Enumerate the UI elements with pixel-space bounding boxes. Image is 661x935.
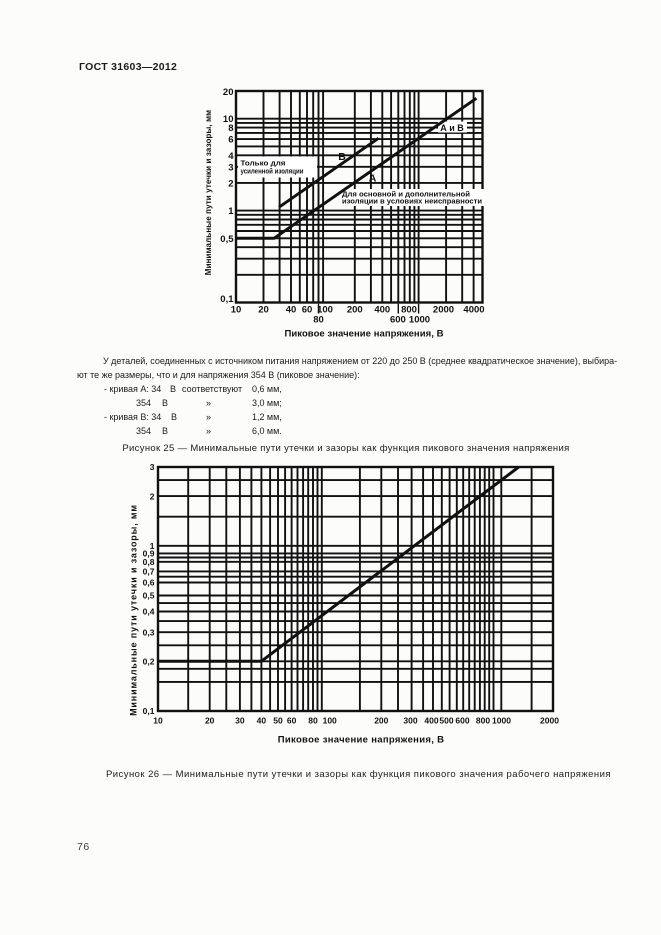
svg-text:800: 800: [401, 305, 417, 316]
svg-text:10: 10: [153, 716, 163, 726]
svg-text:0,4: 0,4: [143, 607, 155, 617]
svg-text:1000: 1000: [409, 315, 430, 326]
svg-text:10: 10: [231, 305, 242, 316]
svg-text:20: 20: [223, 87, 234, 98]
svg-text:200: 200: [347, 305, 363, 316]
svg-text:Минимальные пути утечки и зазо: Минимальные пути утечки и зазоры, мм: [204, 110, 213, 275]
svg-text:0,5: 0,5: [143, 591, 155, 601]
svg-text:Только для: Только для: [241, 159, 286, 168]
svg-text:200: 200: [374, 716, 388, 726]
svg-text:80: 80: [308, 716, 318, 726]
svg-text:Пиковое значение напряжения, В: Пиковое значение напряжения, В: [278, 735, 444, 746]
svg-text:изоляции в условиях неисправно: изоляции в условиях неисправности: [342, 197, 482, 206]
svg-text:0,3: 0,3: [143, 627, 155, 637]
svg-text:500: 500: [439, 716, 453, 726]
svg-text:80: 80: [313, 315, 324, 326]
svg-text:10: 10: [223, 114, 234, 125]
svg-text:1: 1: [228, 206, 234, 217]
svg-text:40: 40: [257, 716, 267, 726]
svg-text:2: 2: [228, 178, 233, 189]
svg-text:А и В: А и В: [440, 123, 464, 133]
svg-text:усиленной изоляции: усиленной изоляции: [241, 167, 304, 176]
svg-text:1: 1: [150, 541, 155, 551]
svg-text:400: 400: [374, 305, 390, 316]
svg-text:А: А: [369, 173, 377, 185]
svg-text:100: 100: [323, 716, 337, 726]
svg-text:100: 100: [317, 305, 333, 316]
svg-text:0,2: 0,2: [143, 657, 155, 667]
svg-text:8: 8: [228, 123, 233, 134]
svg-text:4: 4: [228, 151, 234, 162]
svg-text:60: 60: [302, 305, 313, 316]
svg-text:3: 3: [150, 462, 155, 472]
svg-text:Минимальные пути утечки и зазо: Минимальные пути утечки и зазоры, мм: [129, 504, 139, 716]
svg-text:600: 600: [455, 716, 469, 726]
svg-text:300: 300: [403, 716, 417, 726]
svg-text:60: 60: [287, 716, 297, 726]
svg-text:50: 50: [273, 716, 283, 726]
svg-text:Пиковое значение напряжения, В: Пиковое значение напряжения, В: [285, 329, 444, 340]
svg-text:0,6: 0,6: [143, 578, 155, 588]
svg-text:0,1: 0,1: [220, 294, 234, 305]
svg-text:0,1: 0,1: [143, 706, 155, 716]
svg-text:0,9: 0,9: [143, 549, 155, 559]
svg-text:0,5: 0,5: [220, 234, 234, 245]
svg-text:30: 30: [235, 716, 245, 726]
svg-text:40: 40: [286, 305, 297, 316]
svg-text:2: 2: [150, 491, 155, 501]
svg-text:400: 400: [424, 716, 438, 726]
svg-text:2000: 2000: [433, 305, 454, 316]
svg-text:1000: 1000: [492, 716, 511, 726]
svg-text:0,8: 0,8: [143, 557, 155, 567]
svg-text:3: 3: [228, 162, 233, 173]
svg-text:20: 20: [258, 305, 269, 316]
svg-text:600: 600: [390, 315, 406, 326]
svg-text:6: 6: [228, 135, 233, 146]
svg-text:2000: 2000: [540, 716, 559, 726]
svg-text:0,7: 0,7: [143, 567, 155, 577]
svg-text:Для основной и дополнительной: Для основной и дополнительной: [342, 189, 470, 198]
svg-text:20: 20: [205, 716, 215, 726]
svg-text:В: В: [338, 151, 346, 163]
svg-text:800: 800: [476, 716, 490, 726]
svg-text:4000: 4000: [463, 305, 484, 316]
